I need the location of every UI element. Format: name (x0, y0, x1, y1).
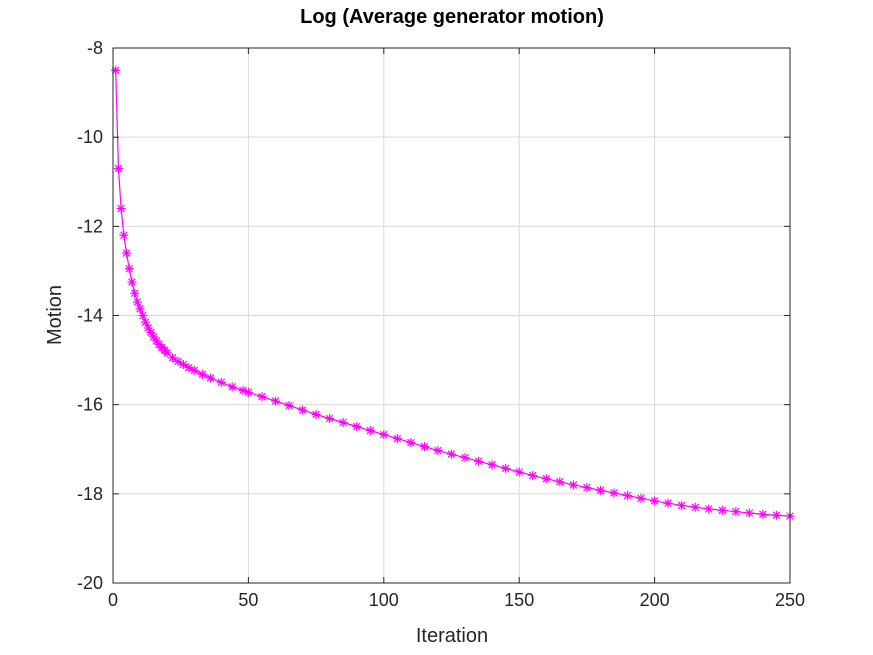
data-point (132, 297, 142, 307)
data-point (609, 488, 619, 498)
data-point (771, 510, 781, 520)
x-tick-label: 150 (504, 590, 534, 610)
data-point (270, 396, 280, 406)
data-point (189, 365, 199, 375)
data-point (168, 353, 178, 363)
data-point (677, 500, 687, 510)
data-point (623, 491, 633, 501)
data-point (568, 480, 578, 490)
data-point (216, 377, 226, 387)
data-point (419, 442, 429, 452)
y-tick-label: -14 (77, 306, 103, 326)
data-point (447, 449, 456, 459)
data-point (731, 507, 741, 517)
data-point (595, 485, 605, 495)
y-tick-label: -18 (77, 484, 103, 504)
data-point (205, 373, 215, 383)
data-point (474, 456, 484, 466)
data-point (197, 369, 207, 379)
x-tick-label: 0 (108, 590, 118, 610)
x-tick-label: 50 (238, 590, 258, 610)
data-point (124, 264, 134, 274)
data-point (501, 463, 511, 473)
data-point (257, 392, 267, 402)
data-point (704, 504, 714, 514)
data-point (352, 422, 362, 432)
y-tick-label: -10 (77, 127, 103, 147)
x-tick-label: 200 (640, 590, 670, 610)
data-point (311, 409, 321, 419)
data-point (690, 502, 700, 512)
data-point (365, 426, 375, 436)
data-point (379, 430, 389, 440)
data-point (116, 204, 126, 213)
data-point (325, 413, 335, 423)
y-axis-label: Motion (44, 285, 66, 345)
data-point (460, 453, 470, 463)
data-point (433, 446, 443, 456)
data-point (555, 477, 565, 487)
data-point (298, 405, 308, 415)
data-point (636, 493, 646, 503)
chart-title: Log (Average generator motion) (300, 6, 604, 28)
data-point (338, 418, 348, 427)
data-point (284, 401, 294, 411)
data-point (717, 505, 727, 515)
series-group (111, 65, 795, 521)
data-point (541, 474, 551, 484)
data-point (119, 230, 129, 240)
data-point (514, 467, 524, 477)
data-point (758, 509, 768, 519)
data-point (582, 483, 592, 493)
data-point (113, 163, 123, 173)
data-point (406, 438, 416, 448)
y-tick-label: -20 (77, 573, 103, 593)
tick-labels: 0 50 100 150 200 250 -20 -18 -16 -14 -12 -10 -8 (77, 38, 805, 610)
data-point (528, 471, 538, 481)
data-point (243, 387, 253, 397)
data-point (130, 288, 140, 298)
data-point (650, 496, 660, 506)
y-tick-label: -12 (77, 216, 103, 236)
x-tick-label: 100 (369, 590, 399, 610)
data-point (744, 508, 754, 518)
data-point (487, 460, 497, 470)
data-point (122, 248, 132, 258)
y-tick-label: -8 (87, 38, 103, 58)
data-point (227, 382, 237, 392)
data-point (663, 498, 673, 508)
y-tick-label: -16 (77, 395, 103, 415)
data-point (127, 277, 137, 287)
x-axis-label: Iteration (416, 625, 488, 647)
data-point (392, 434, 402, 444)
x-tick-label: 250 (775, 590, 805, 610)
ticks (112, 47, 791, 584)
